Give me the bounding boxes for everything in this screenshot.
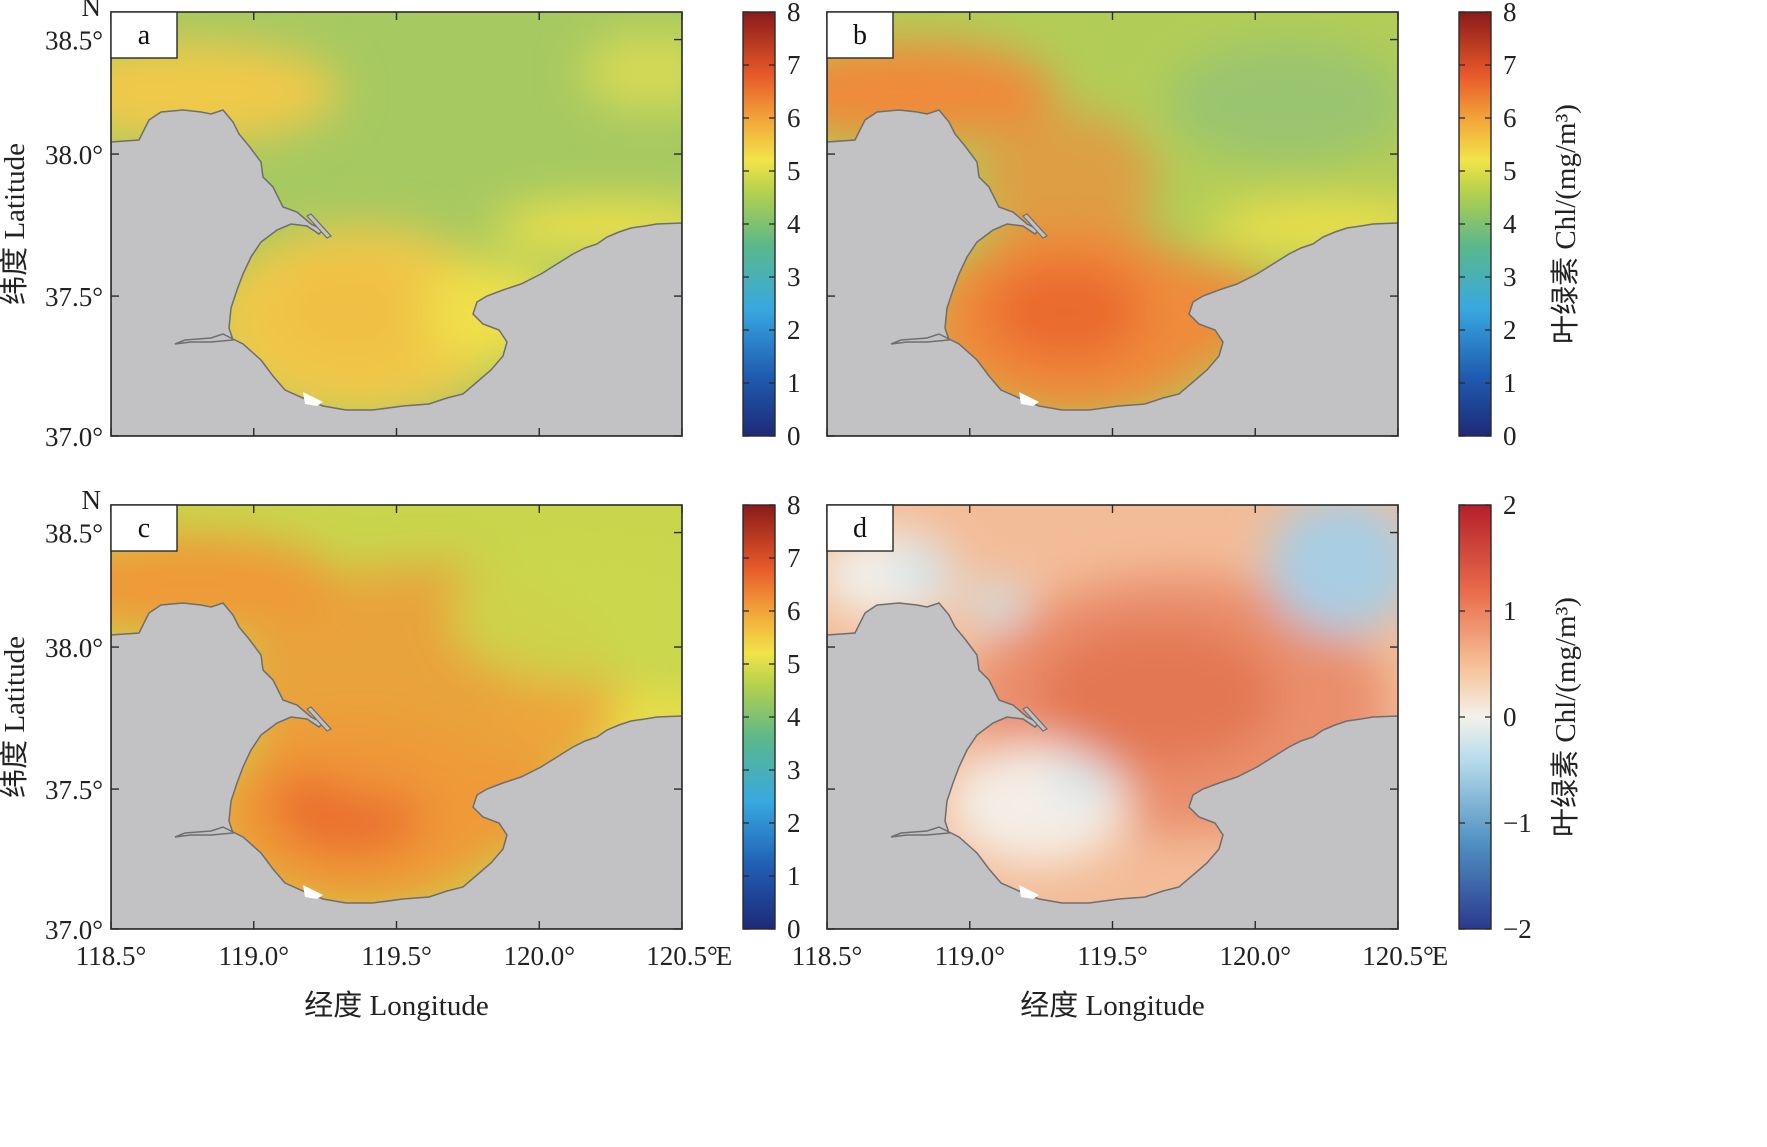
y-tick-label: 37.0° [45, 422, 103, 452]
y-tick-label: 38.0° [45, 140, 103, 170]
colorbar-4: 2 1 0 −1 −2 叶绿素 Chl/(mg/m³) [1458, 490, 1582, 944]
map-panel-b: b [826, 11, 1399, 437]
land-mass [111, 602, 682, 929]
x-tick-label: 118.5° [76, 941, 147, 971]
white-notch [1019, 885, 1039, 899]
map-panel-d: d [826, 504, 1399, 930]
x-tick-label: 119.0° [934, 941, 1005, 971]
panel-label-box [110, 504, 178, 552]
colorbar-tick-label: 0 [1503, 702, 1517, 732]
x-tick-label: 119.5° [361, 941, 432, 971]
colorbar-tick-label: 3 [1503, 262, 1517, 292]
x-tick-label: 120.5° [646, 941, 718, 971]
colorbar-tick-label: 1 [1503, 596, 1517, 626]
x-axis-title: 经度 Longitude [304, 989, 488, 1022]
y-axis-title: 纬度 Latitude [0, 636, 31, 798]
colorbar-tick-label: 6 [787, 103, 801, 133]
panel-label: d [853, 513, 867, 544]
colorbar-tick-label: 1 [787, 368, 801, 398]
colorbar-2: 8 7 6 5 4 3 2 1 0 叶绿素 Chl/(mg/m³) [1458, 0, 1582, 451]
colorbar-1: 8 7 6 5 4 3 2 1 0 [742, 0, 801, 451]
chlorophyll-field [827, 505, 1398, 929]
x-tick-label: 119.5° [1077, 941, 1148, 971]
east-label: E [716, 941, 733, 971]
colorbar-tick-label: 0 [787, 421, 801, 451]
jetty [1022, 213, 1048, 239]
colorbar-tick-label: 2 [1503, 315, 1517, 345]
panel-label-box [826, 11, 894, 59]
colorbar-tick-label: 2 [1503, 490, 1517, 520]
map-panel-a: a [110, 11, 683, 437]
colorbar-tick-label: 6 [787, 596, 801, 626]
y-tick-label: 37.0° [45, 915, 103, 945]
x-tick-label: 120.0° [503, 941, 575, 971]
colorbar-tick-label: 7 [787, 50, 801, 80]
x-tick-label: 119.0° [218, 941, 289, 971]
colorbar-tick-label: 8 [787, 0, 801, 27]
x-tick-label: 120.0° [1219, 941, 1291, 971]
colorbar-tick-label: 4 [787, 209, 801, 239]
jetty [306, 213, 332, 239]
white-notch [303, 885, 323, 899]
land-mass [827, 602, 1398, 929]
panel-label: b [853, 20, 867, 51]
colorbar-tick-label: −2 [1503, 914, 1532, 944]
colorbar-tick-label: −1 [1503, 808, 1532, 838]
white-notch [303, 392, 323, 406]
colorbar-title: 叶绿素 Chl/(mg/m³) [1549, 597, 1582, 837]
colorbar-tick-label: 5 [787, 649, 801, 679]
colorbar-tick-label: 8 [787, 490, 801, 520]
colorbar-tick-label: 5 [787, 156, 801, 186]
land-mass [827, 109, 1398, 436]
colorbar-tick-label: 1 [787, 861, 801, 891]
colorbar-tick-label: 3 [787, 755, 801, 785]
east-label: E [1432, 941, 1449, 971]
colorbar-tick-label: 2 [787, 808, 801, 838]
colorbar-tick-label: 0 [787, 914, 801, 944]
x-tick-label: 120.5° [1362, 941, 1434, 971]
jetty [306, 706, 332, 732]
y-axis-title: 纬度 Latitude [0, 143, 31, 305]
colorbar-tick-label: 7 [1503, 50, 1517, 80]
colorbar-tick-label: 5 [1503, 156, 1517, 186]
jetty [1022, 706, 1048, 732]
y-tick-label: 37.5° [45, 282, 103, 312]
colorbar-tick-label: 7 [787, 543, 801, 573]
panel-label-box [826, 504, 894, 552]
north-label: N [82, 0, 102, 22]
north-label: N [82, 485, 102, 515]
y-tick-label: 38.0° [45, 633, 103, 663]
colorbar-tick-label: 4 [787, 702, 801, 732]
map-panel-c: c [110, 504, 683, 930]
colorbar-tick-label: 4 [1503, 209, 1517, 239]
chlorophyll-field [827, 12, 1398, 436]
colorbar-tick-label: 2 [787, 315, 801, 345]
panel-label: c [138, 513, 150, 544]
panel-label-box [110, 11, 178, 59]
colorbar-title: 叶绿素 Chl/(mg/m³) [1549, 104, 1582, 344]
colorbar-3: 8 7 6 5 4 3 2 1 0 [742, 490, 801, 944]
x-axis-title: 经度 Longitude [1020, 989, 1204, 1022]
chlorophyll-field [111, 505, 682, 929]
panel-label: a [138, 20, 151, 51]
y-tick-label: 37.5° [45, 775, 103, 805]
colorbar-tick-label: 0 [1503, 421, 1517, 451]
land-mass [111, 109, 682, 436]
white-notch [1019, 392, 1039, 406]
x-tick-label: 118.5° [792, 941, 863, 971]
colorbar-tick-label: 3 [787, 262, 801, 292]
colorbar-tick-label: 1 [1503, 368, 1517, 398]
colorbar-tick-label: 8 [1503, 0, 1517, 27]
colorbar-tick-label: 6 [1503, 103, 1517, 133]
y-tick-label: 38.5° [45, 26, 103, 56]
y-tick-label: 38.5° [45, 519, 103, 549]
chlorophyll-field [111, 12, 682, 436]
